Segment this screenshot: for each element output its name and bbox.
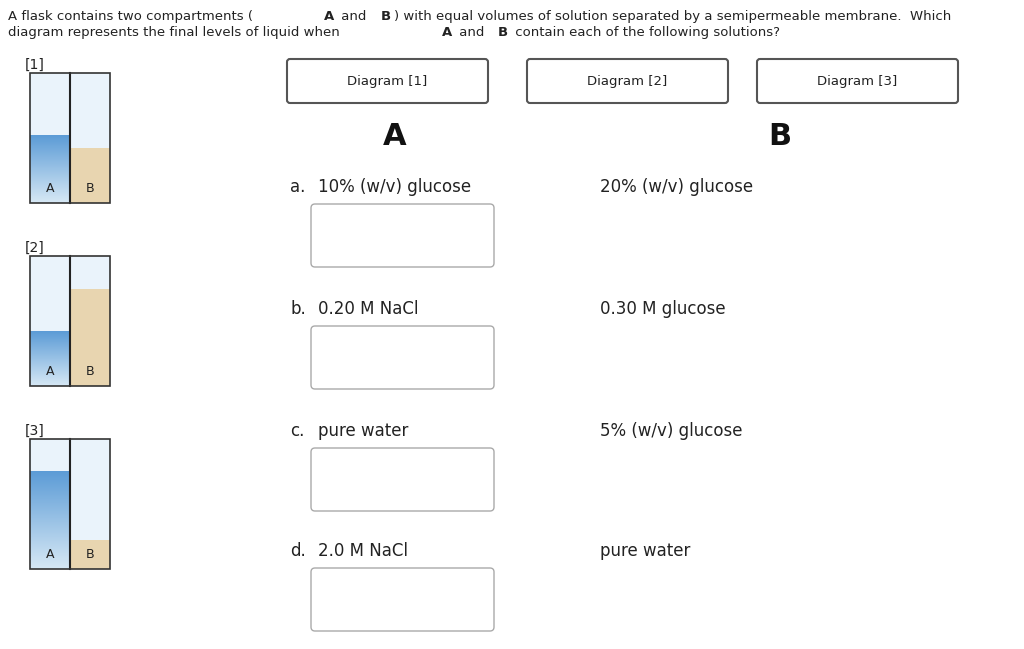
Text: 5% (w/v) glucose: 5% (w/v) glucose — [600, 422, 742, 440]
Text: contain each of the following solutions?: contain each of the following solutions? — [511, 26, 780, 39]
Bar — [30, 73, 70, 203]
Text: A: A — [46, 548, 54, 561]
Text: [2]: [2] — [25, 241, 45, 255]
Text: pure water: pure water — [600, 542, 690, 560]
Text: Diagram [2]: Diagram [2] — [588, 75, 668, 88]
FancyBboxPatch shape — [527, 59, 728, 103]
FancyBboxPatch shape — [311, 326, 494, 389]
Text: and: and — [337, 10, 371, 23]
Bar — [70, 439, 110, 569]
Text: A: A — [325, 10, 335, 23]
Text: B: B — [498, 26, 508, 39]
Text: 0.20 M NaCl: 0.20 M NaCl — [318, 300, 419, 318]
FancyBboxPatch shape — [311, 568, 494, 631]
Bar — [30, 439, 70, 569]
Text: 2.0 M NaCl: 2.0 M NaCl — [318, 542, 408, 560]
Text: B: B — [768, 122, 792, 151]
Text: b.: b. — [290, 300, 306, 318]
FancyBboxPatch shape — [311, 204, 494, 267]
FancyBboxPatch shape — [287, 59, 488, 103]
Text: 20% (w/v) glucose: 20% (w/v) glucose — [600, 178, 753, 196]
Text: B: B — [86, 365, 94, 378]
Text: and: and — [455, 26, 488, 39]
Text: ) with equal volumes of solution separated by a semipermeable membrane.  Which: ) with equal volumes of solution separat… — [394, 10, 951, 23]
Text: 0.30 M glucose: 0.30 M glucose — [600, 300, 726, 318]
Bar — [70, 289, 110, 386]
Text: pure water: pure water — [318, 422, 409, 440]
Text: 10% (w/v) glucose: 10% (w/v) glucose — [318, 178, 471, 196]
Bar — [70, 149, 110, 203]
Bar — [30, 73, 110, 203]
Text: A flask contains two compartments (: A flask contains two compartments ( — [8, 10, 253, 23]
Text: [3]: [3] — [25, 424, 45, 438]
Bar — [30, 256, 70, 386]
Text: B: B — [86, 548, 94, 561]
Text: a.: a. — [290, 178, 305, 196]
Text: [1]: [1] — [25, 58, 45, 72]
Bar — [30, 256, 110, 386]
Bar — [70, 73, 110, 203]
Bar — [70, 541, 110, 569]
Text: A: A — [46, 182, 54, 195]
Text: A: A — [441, 26, 452, 39]
Text: A: A — [383, 122, 407, 151]
FancyBboxPatch shape — [311, 448, 494, 511]
Text: d.: d. — [290, 542, 306, 560]
Text: Diagram [3]: Diagram [3] — [817, 75, 898, 88]
FancyBboxPatch shape — [757, 59, 958, 103]
Text: B: B — [381, 10, 391, 23]
Text: A: A — [46, 365, 54, 378]
Text: B: B — [86, 182, 94, 195]
Text: diagram represents the final levels of liquid when: diagram represents the final levels of l… — [8, 26, 344, 39]
Bar — [70, 256, 110, 386]
Bar — [30, 439, 110, 569]
Text: c.: c. — [290, 422, 304, 440]
Text: Diagram [1]: Diagram [1] — [347, 75, 428, 88]
